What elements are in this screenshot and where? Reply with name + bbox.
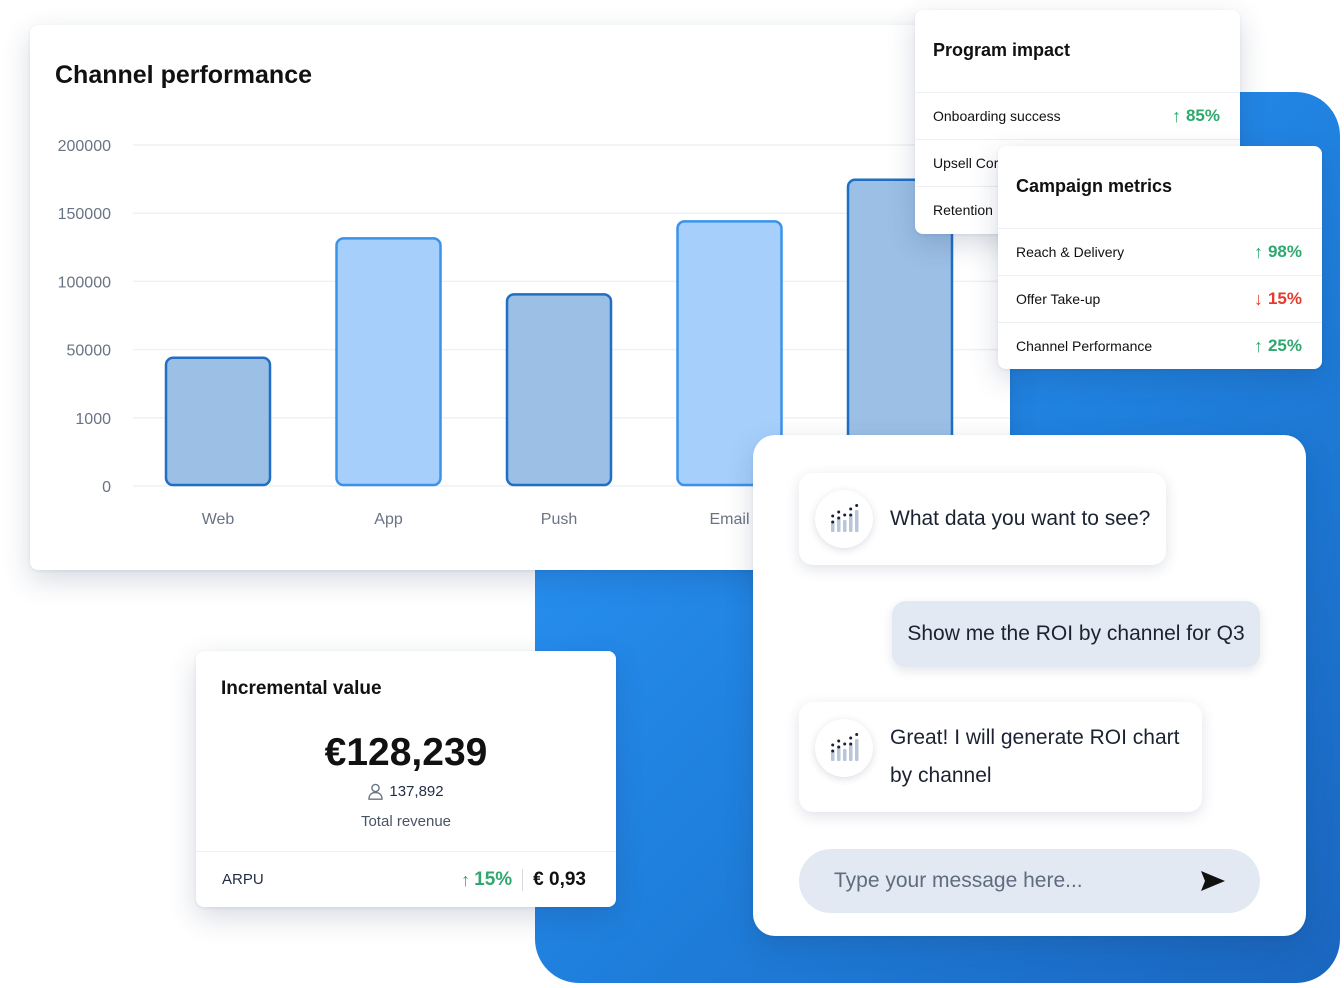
user-count-value: 137,892	[389, 783, 444, 800]
metric-value: ↑ 85%	[1172, 106, 1220, 126]
incremental-value-card: Incremental value €128,239 137,892 Total…	[196, 651, 616, 907]
y-tick-label: 200000	[58, 138, 111, 155]
y-tick-label: 100000	[58, 274, 111, 291]
bar-chart: 0 1000 50000 100000 150000 200000 Web App Push Em…	[58, 138, 1010, 528]
metric-row[interactable]: Onboarding success ↑ 85%	[915, 92, 1240, 139]
metric-value: ↑ 25%	[1254, 336, 1302, 356]
y-tick-label: 1000	[75, 411, 111, 428]
chat-panel: What data you want to see? Show me the R…	[753, 435, 1306, 936]
metric-label: Offer Take-up	[1016, 291, 1101, 307]
channel-performance-card: Channel performance 0 1000 50000 100000 1500…	[30, 25, 1010, 570]
total-revenue-label: Total revenue	[360, 813, 452, 830]
arpu-change-text: 15%	[474, 868, 513, 890]
bot-avatar	[815, 719, 873, 777]
campaign-metrics-card: Campaign metrics Reach & Delivery ↑ 98% …	[998, 146, 1322, 369]
user-count: 137,892	[196, 783, 616, 800]
user-icon	[368, 783, 384, 800]
message-input-placeholder: Type your message here...	[834, 869, 1083, 892]
bot-message-text: Great! I will generate ROI chart by chan…	[890, 726, 1180, 787]
metric-label: Retention	[933, 202, 993, 218]
metric-value-text: 15%	[1267, 289, 1302, 308]
arrow-up-icon: ↑	[461, 869, 471, 890]
incremental-value-title: Incremental value	[221, 678, 382, 699]
arpu-change: ↑ 15%	[461, 869, 512, 891]
bar[interactable]	[505, 293, 613, 487]
campaign-metrics-title: Campaign metrics	[1016, 176, 1173, 196]
bot-chart-icon	[831, 733, 859, 761]
user-message-text: Show me the ROI by channel for Q3	[907, 622, 1245, 645]
bot-avatar	[815, 490, 873, 548]
program-impact-title: Program impact	[933, 40, 1071, 60]
y-tick-label: 0	[102, 479, 111, 496]
arpu-row: ARPU ↑ 15% € 0,93	[196, 851, 616, 907]
y-tick-label: 50000	[67, 343, 112, 360]
bot-message-text: What data you want to see?	[890, 507, 1151, 530]
send-icon[interactable]	[1200, 870, 1226, 892]
bot-chart-icon	[831, 504, 859, 532]
arrow-up-icon: ↑	[1253, 336, 1263, 356]
metric-row[interactable]: Channel Performance ↑ 25%	[998, 322, 1322, 369]
arpu-value: € 0,93	[533, 868, 586, 890]
metric-label: Channel Performance	[1016, 338, 1153, 354]
metric-value: ↓ 15%	[1254, 289, 1302, 309]
message-input[interactable]: Type your message here...	[799, 849, 1260, 913]
bot-message: What data you want to see?	[799, 473, 1166, 565]
bot-message: Great! I will generate ROI chart by chan…	[799, 702, 1202, 812]
metric-value-text: 98%	[1267, 242, 1302, 261]
x-tick-label: Push	[541, 511, 577, 528]
chart-title: Channel performance	[55, 61, 313, 89]
arrow-up-icon: ↑	[1171, 106, 1181, 126]
metric-label: Onboarding success	[933, 108, 1061, 124]
metric-value-text: 25%	[1267, 336, 1302, 355]
incremental-amount: €128,239	[324, 731, 488, 774]
metric-label: Upsell Cor	[933, 155, 999, 171]
x-tick-label: Email	[709, 511, 749, 528]
x-tick-label: App	[374, 511, 403, 528]
divider	[522, 868, 524, 891]
user-message: Show me the ROI by channel for Q3	[892, 601, 1260, 667]
arrow-up-icon: ↑	[1253, 242, 1263, 262]
y-tick-label: 150000	[58, 206, 111, 223]
metric-label: Reach & Delivery	[1016, 244, 1125, 260]
x-tick-label: Web	[202, 511, 235, 528]
metric-row[interactable]: Upsell Cor	[915, 139, 1240, 186]
bar[interactable]	[676, 220, 783, 487]
arpu-values: ↑ 15% € 0,93	[461, 868, 586, 891]
arpu-label: ARPU	[222, 871, 264, 888]
bar[interactable]	[164, 356, 272, 487]
arrow-down-icon: ↓	[1253, 289, 1263, 309]
metric-value-text: 85%	[1185, 106, 1220, 125]
metric-value: ↑ 98%	[1254, 242, 1302, 262]
metric-row[interactable]: Offer Take-up ↓ 15%	[998, 275, 1322, 322]
metric-row[interactable]: Reach & Delivery ↑ 98%	[998, 228, 1322, 275]
bar[interactable]	[335, 237, 442, 487]
